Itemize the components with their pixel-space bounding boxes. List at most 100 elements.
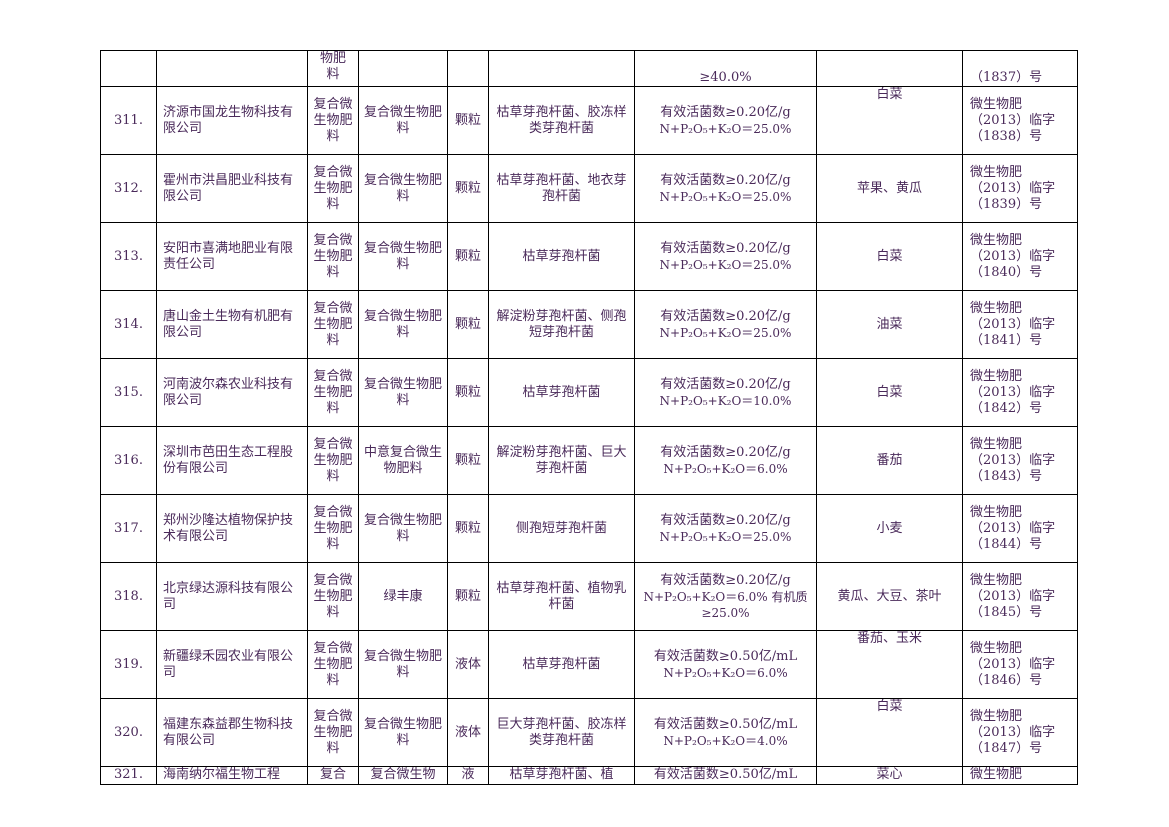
product-type-cell: 复合微生物肥料: [307, 154, 359, 223]
viable-count-text: 有效活菌数≥0.50亿/mL: [653, 648, 798, 664]
form-cell: 颗粒: [447, 86, 489, 155]
spec-cell: 有效活菌数≥0.20亿/g N+P₂O₅+K₂O＝25.0%: [634, 222, 817, 291]
registration-cell: 微生物肥 （2013）临字 （1843）号: [962, 426, 1078, 495]
registration-line-2: （2013）临字: [970, 724, 1056, 740]
form-cell: 颗粒: [447, 222, 489, 291]
crop-cell: [816, 50, 963, 87]
registration-cell: 微生物肥 （2013）临字 （1839）号: [962, 154, 1078, 223]
registration-line-2: （2013）临字: [970, 248, 1056, 264]
company-cell: 安阳市喜满地肥业有限责任公司: [156, 222, 308, 291]
row-number-cell: [100, 50, 157, 87]
row-number-cell: 320.: [100, 698, 157, 767]
nutrient-content-text: N+P₂O₅+K₂O＝25.0%: [659, 325, 792, 340]
registration-line-1: 微生物肥: [970, 640, 1023, 656]
strain-cell: 枯草芽孢杆菌、植物乳杆菌: [488, 562, 635, 631]
registration-line-1: 微生物肥: [970, 436, 1023, 452]
spec-cell: 有效活菌数≥0.50亿/mL: [634, 766, 817, 785]
viable-count-text: 有效活菌数≥0.50亿/mL: [653, 716, 798, 732]
form-cell: 液: [447, 766, 489, 785]
table-row: 318. 北京绿达源科技有限公司 复合微生物肥料 绿丰康 颗粒 枯草芽孢杆菌、植物乳杆菌有…: [100, 562, 1078, 631]
registration-line-3: （1841）号: [970, 332, 1043, 348]
company-cell: 福建东森益郡生物科技有限公司: [156, 698, 308, 767]
crop-cell: 白菜: [816, 222, 963, 291]
table-row: 314. 唐山金土生物有机肥有限公司 复合微生物肥料 复合微生物肥料 颗粒 解淀粉芽孢杆菌…: [100, 290, 1078, 359]
product-name-cell: 复合微生物肥料: [358, 698, 448, 767]
strain-cell: 枯草芽孢杆菌、植: [488, 766, 635, 785]
form-cell: 颗粒: [447, 562, 489, 631]
registration-line-2: （2013）临字: [970, 112, 1056, 128]
table-row: 316. 深圳市芭田生态工程股份有限公司 复合微生物肥料 中意复合微生物肥料 颗粒 解淀粉…: [100, 426, 1078, 495]
registration-line-1: 微生物肥: [970, 504, 1023, 520]
spec-cell: ≥40.0%: [634, 50, 817, 87]
registration-line-2: （2013）临字: [970, 180, 1056, 196]
viable-count-text: 有效活菌数≥0.20亿/g: [660, 104, 791, 120]
nutrient-content-text: N+P₂O₅+K₂O＝25.0%: [659, 121, 792, 136]
product-type-cell: 复合微生物肥料: [307, 698, 359, 767]
registration-line-3: （1842）号: [970, 400, 1043, 416]
form-cell: 颗粒: [447, 154, 489, 223]
strain-cell: 解淀粉芽孢杆菌、巨大芽孢杆菌: [488, 426, 635, 495]
viable-count-text: 有效活菌数≥0.20亿/g: [660, 240, 791, 256]
spec-cell: 有效活菌数≥0.50亿/mL N+P₂O₅+K₂O＝6.0%: [634, 630, 817, 699]
row-number-cell: 311.: [100, 86, 157, 155]
row-number-cell: 316.: [100, 426, 157, 495]
nutrient-content-text: N+P₂O₅+K₂O＝6.0% 有机质≥25.0%: [643, 589, 808, 620]
registration-line-1: 微生物肥: [970, 572, 1023, 588]
viable-count-text: 有效活菌数≥0.20亿/g: [660, 572, 791, 588]
registration-line-1: 微生物肥: [970, 708, 1023, 724]
strain-cell: 枯草芽孢杆菌: [488, 630, 635, 699]
product-name-cell: 复合微生物肥料: [358, 222, 448, 291]
table-row: 315. 河南波尔森农业科技有限公司 复合微生物肥料 复合微生物肥料 颗粒 枯草芽孢杆菌有…: [100, 358, 1078, 427]
table-row: 321. 海南纳尔福生物工程 复合 复合微生物液枯草芽孢杆菌、植 有效活菌数≥0.50亿…: [100, 766, 1078, 785]
registration-line-3: （1846）号: [970, 672, 1043, 688]
nutrient-content-text: N+P₂O₅+K₂O＝25.0%: [659, 257, 792, 272]
strain-cell: [488, 50, 635, 87]
crop-cell: 白菜: [816, 86, 963, 155]
nutrient-content-text: N+P₂O₅+K₂O＝4.0%: [663, 733, 788, 748]
strain-cell: 枯草芽孢杆菌: [488, 358, 635, 427]
crop-cell: 菜心: [816, 766, 963, 785]
registration-line-3: （1839）号: [970, 196, 1043, 212]
product-type-cell: 物肥 料: [307, 50, 359, 87]
row-number-cell: 313.: [100, 222, 157, 291]
table-row: 319. 新疆绿禾园农业有限公司 复合微生物肥料 复合微生物肥料 液体 枯草芽孢杆菌 有效活…: [100, 630, 1078, 699]
form-cell: [447, 50, 489, 87]
form-cell: 液体: [447, 698, 489, 767]
company-cell: 北京绿达源科技有限公司: [156, 562, 308, 631]
product-name-cell: 复合微生物肥料: [358, 290, 448, 359]
product-type-cell: 复合微生物肥料: [307, 494, 359, 563]
strain-cell: 枯草芽孢杆菌: [488, 222, 635, 291]
form-cell: 颗粒: [447, 426, 489, 495]
form-cell: 液体: [447, 630, 489, 699]
table-row: 320. 福建东森益郡生物科技有限公司 复合微生物肥料 复合微生物肥料 液体 巨大芽孢杆菌…: [100, 698, 1078, 767]
company-cell: 深圳市芭田生态工程股份有限公司: [156, 426, 308, 495]
registration-line-3: （1845）号: [970, 604, 1043, 620]
product-type-cell: 复合微生物肥料: [307, 222, 359, 291]
registration-line-2: （2013）临字: [970, 520, 1056, 536]
viable-count-text: 有效活菌数≥0.20亿/g: [660, 376, 791, 392]
registration-line-1: 微生物肥: [970, 96, 1023, 112]
registration-cell: 微生物肥 （2013）临字 （1841）号: [962, 290, 1078, 359]
strain-cell: 巨大芽孢杆菌、胶冻样类芽孢杆菌: [488, 698, 635, 767]
registration-cell: 微生物肥 （2013）临字 （1842）号: [962, 358, 1078, 427]
row-number-cell: 314.: [100, 290, 157, 359]
product-type-cell: 复合微生物肥料: [307, 290, 359, 359]
registration-cell: 微生物肥 （2013）临字 （1840）号: [962, 222, 1078, 291]
product-name-cell: 中意复合微生物肥料: [358, 426, 448, 495]
spec-cell: 有效活菌数≥0.20亿/g N+P₂O₅+K₂O＝25.0%: [634, 154, 817, 223]
registration-line-2: （2013）临字: [970, 452, 1056, 468]
product-type-cell: 复合微生物肥料: [307, 426, 359, 495]
row-number-cell: 312.: [100, 154, 157, 223]
registration-cell: 微生物肥 （2013）临字 （1838）号: [962, 86, 1078, 155]
company-cell: 河南波尔森农业科技有限公司: [156, 358, 308, 427]
nutrient-content-text: N+P₂O₅+K₂O＝10.0%: [659, 393, 792, 408]
registration-line-3: （1843）号: [970, 468, 1043, 484]
registration-cell: 微生物肥: [962, 766, 1078, 785]
form-cell: 颗粒: [447, 358, 489, 427]
company-cell: 郑州沙隆达植物保护技术有限公司: [156, 494, 308, 563]
registration-line-3: （1840）号: [970, 264, 1043, 280]
fertilizer-registration-table: 物肥 料 ≥40.0% （1837）号 311. 济源市国龙生物科技有限公司 复合微…: [100, 50, 1078, 785]
crop-cell: 苹果、黄瓜: [816, 154, 963, 223]
product-type-cell: 复合微生物肥料: [307, 86, 359, 155]
crop-cell: 白菜: [816, 358, 963, 427]
